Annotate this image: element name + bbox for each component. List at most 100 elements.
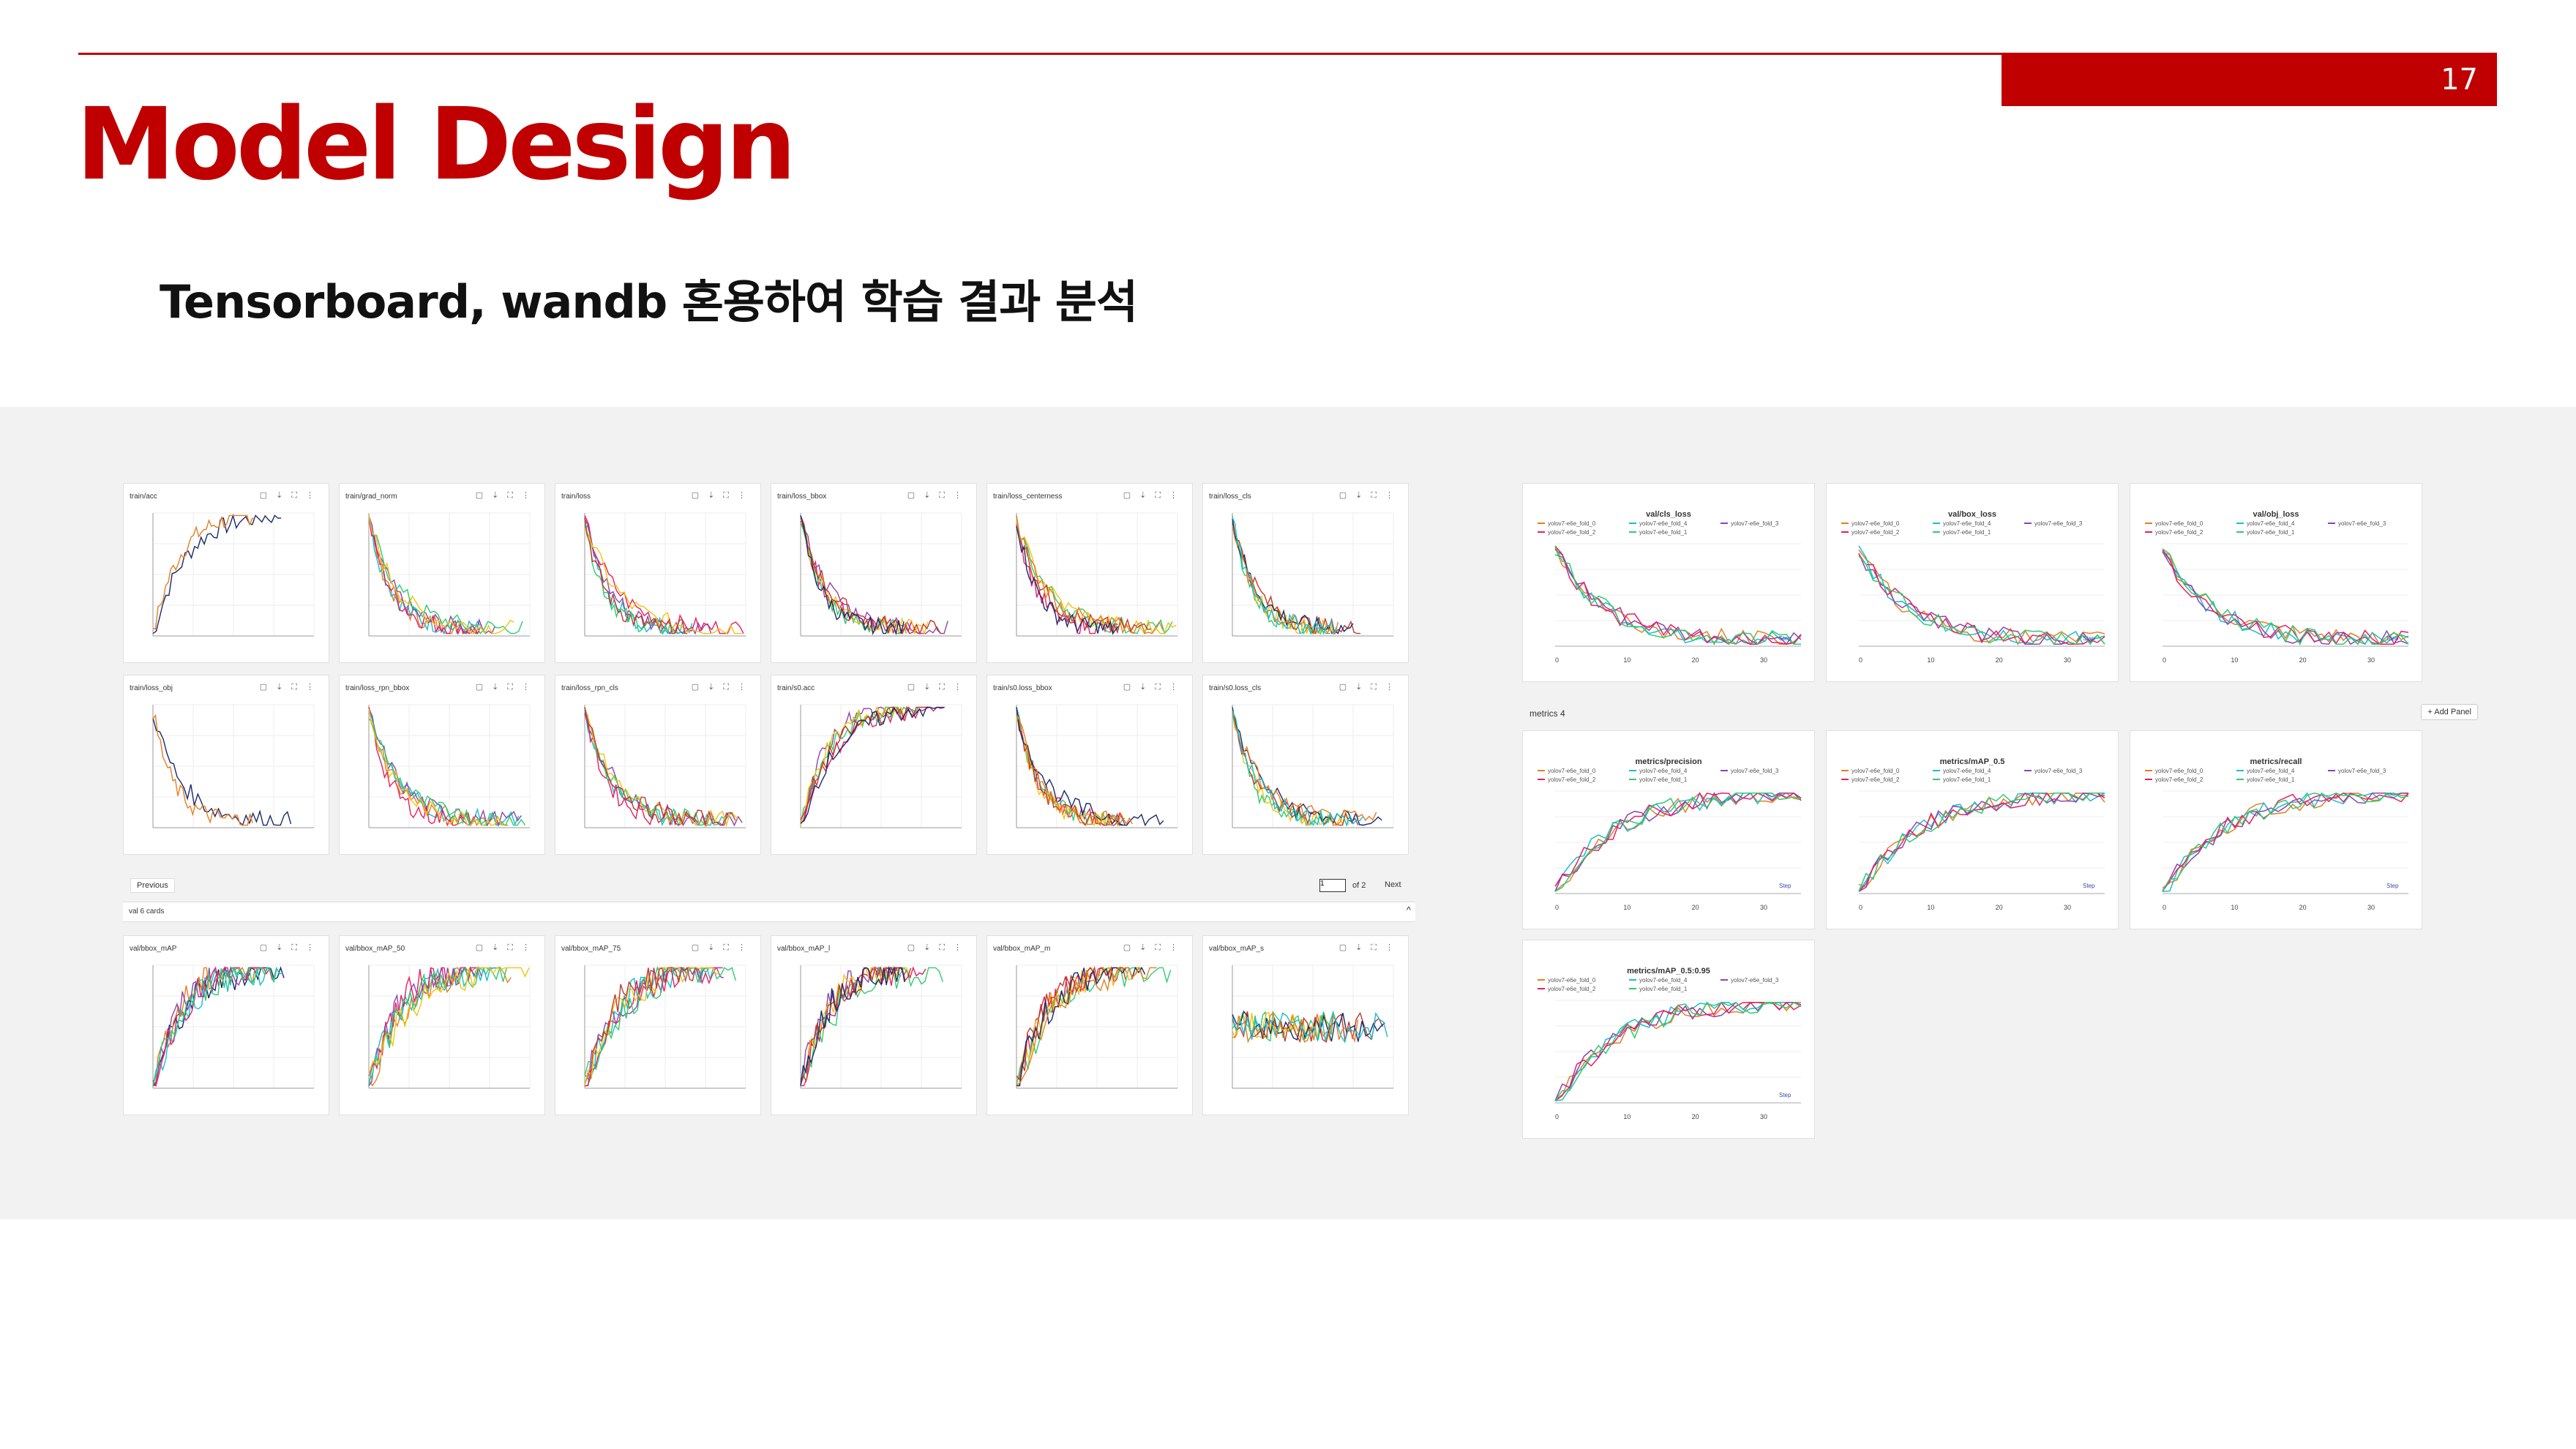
legend-label: yolov7-e6e_fold_0 bbox=[1852, 768, 1900, 774]
series-line bbox=[585, 966, 696, 1087]
legend-label: yolov7-e6e_fold_2 bbox=[1548, 529, 1596, 536]
tb-chart-title: train/loss_obj bbox=[130, 684, 173, 692]
card-toolbar-icons[interactable]: ▢⇣⛶⋮ bbox=[907, 683, 970, 692]
wandb-chart-card[interactable]: yolov7-e6e_fold_0 yolov7-e6e_fold_4 yolov7… bbox=[1826, 730, 2119, 929]
legend-label: yolov7-e6e_fold_3 bbox=[2034, 768, 2083, 774]
card-toolbar-icons[interactable]: ▢⇣⛶⋮ bbox=[907, 491, 970, 500]
page-input[interactable]: 1 bbox=[1319, 879, 1346, 892]
wandb-chart-title: val/box_loss bbox=[1947, 510, 1997, 519]
tb-chart-card[interactable]: train/loss_bbox ▢⇣⛶⋮ bbox=[771, 483, 977, 663]
series-line bbox=[368, 967, 476, 1077]
wandb-chart-card[interactable]: yolov7-e6e_fold_0 yolov7-e6e_fold_4 yolov7… bbox=[1522, 730, 1815, 929]
card-toolbar-icons[interactable]: ▢⇣⛶⋮ bbox=[691, 943, 755, 952]
tb-chart-card[interactable]: val/bbox_mAP_75 ▢⇣⛶⋮ bbox=[555, 935, 761, 1115]
wandb-chart-card[interactable]: yolov7-e6e_fold_0 yolov7-e6e_fold_4 yolov7… bbox=[2130, 483, 2422, 682]
card-toolbar-icons[interactable]: ▢⇣⛶⋮ bbox=[1338, 943, 1402, 952]
card-toolbar-icons[interactable]: ▢⇣⛶⋮ bbox=[1338, 683, 1402, 692]
card-toolbar-icons[interactable]: ▢⇣⛶⋮ bbox=[259, 683, 323, 692]
metrics-section-header[interactable]: metrics 4 + Add Panel bbox=[1530, 703, 2481, 724]
wandb-chart-title: metrics/mAP_0.5 bbox=[1939, 757, 2005, 766]
tb-chart-card[interactable]: train/s0.acc ▢⇣⛶⋮ bbox=[771, 675, 977, 855]
x-tick-label: 0 bbox=[1859, 904, 1862, 911]
card-toolbar-icons[interactable]: ▢⇣⛶⋮ bbox=[475, 683, 539, 692]
legend-label: yolov7-e6e_fold_2 bbox=[1548, 776, 1596, 783]
tensorboard-screenshot: train/acc ▢⇣⛶⋮ train/grad_norm ▢⇣⛶⋮ train/lo… bbox=[123, 483, 1415, 1120]
x-tick-label: 10 bbox=[2231, 904, 2238, 911]
tb-chart-title: val/bbox_mAP bbox=[130, 945, 177, 953]
tb-chart-plot bbox=[800, 704, 962, 828]
card-toolbar-icons[interactable]: ▢⇣⛶⋮ bbox=[259, 943, 323, 952]
tb-chart-card[interactable]: val/bbox_mAP_s ▢⇣⛶⋮ bbox=[1202, 935, 1409, 1115]
card-toolbar-icons[interactable]: ▢⇣⛶⋮ bbox=[475, 491, 539, 500]
series-line bbox=[800, 706, 945, 824]
series-line bbox=[1554, 545, 1801, 645]
tb-chart-card[interactable]: val/bbox_mAP_l ▢⇣⛶⋮ bbox=[771, 935, 977, 1115]
tb-chart-plot bbox=[584, 512, 746, 637]
x-tick-label: 0 bbox=[2163, 904, 2166, 911]
wandb-chart-card[interactable]: yolov7-e6e_fold_0 yolov7-e6e_fold_4 yolov7… bbox=[1522, 940, 1815, 1139]
tb-chart-card[interactable]: val/bbox_mAP_m ▢⇣⛶⋮ bbox=[986, 935, 1193, 1115]
slide-subtitle: Tensorboard, wandb 혼용하여 학습 결과 분석 bbox=[160, 275, 1138, 329]
tb-chart-card[interactable]: train/loss ▢⇣⛶⋮ bbox=[555, 483, 761, 663]
series-line bbox=[584, 517, 688, 634]
tb-chart-plot bbox=[1016, 512, 1178, 637]
next-button[interactable]: Next bbox=[1385, 880, 1401, 889]
series-line bbox=[1858, 792, 2105, 892]
metrics-section-label: metrics 4 bbox=[1530, 708, 1565, 719]
collapse-icon[interactable]: ^ bbox=[1406, 905, 1411, 916]
series-line bbox=[368, 708, 505, 826]
tb-chart-card[interactable]: train/loss_rpn_bbox ▢⇣⛶⋮ bbox=[339, 675, 545, 855]
series-line bbox=[1232, 525, 1338, 635]
tb-chart-card[interactable]: train/loss_cls ▢⇣⛶⋮ bbox=[1202, 483, 1409, 663]
x-tick-label: 30 bbox=[2064, 656, 2071, 664]
tb-chart-card[interactable]: val/bbox_mAP_50 ▢⇣⛶⋮ bbox=[339, 935, 545, 1115]
legend-label: yolov7-e6e_fold_1 bbox=[1943, 529, 1991, 536]
x-tick-label: 10 bbox=[1623, 656, 1630, 664]
legend-label: yolov7-e6e_fold_2 bbox=[2155, 529, 2204, 536]
legend-label: yolov7-e6e_fold_1 bbox=[1639, 776, 1688, 783]
legend-label: yolov7-e6e_fold_2 bbox=[1852, 776, 1900, 783]
tb-chart-title: train/loss_bbox bbox=[777, 493, 827, 501]
series-line bbox=[800, 515, 905, 636]
legend-label: yolov7-e6e_fold_0 bbox=[2155, 520, 2204, 527]
x-tick-label: 30 bbox=[1760, 1113, 1767, 1120]
card-toolbar-icons[interactable]: ▢⇣⛶⋮ bbox=[475, 943, 539, 952]
series-line bbox=[1016, 707, 1164, 827]
card-toolbar-icons[interactable]: ▢⇣⛶⋮ bbox=[1123, 683, 1186, 692]
series-line bbox=[800, 705, 907, 825]
series-line bbox=[584, 525, 684, 634]
tb-chart-card[interactable]: train/loss_rpn_cls ▢⇣⛶⋮ bbox=[555, 675, 761, 855]
card-toolbar-icons[interactable]: ▢⇣⛶⋮ bbox=[691, 491, 755, 500]
series-line bbox=[2162, 552, 2409, 645]
legend-label: yolov7-e6e_fold_2 bbox=[2155, 776, 2204, 783]
tb-chart-plot bbox=[1232, 965, 1394, 1089]
tb-chart-title: train/loss bbox=[561, 493, 591, 501]
tb-chart-plot bbox=[1232, 704, 1394, 828]
series-line bbox=[1858, 553, 2105, 645]
series-line bbox=[800, 523, 907, 634]
tb-chart-card[interactable]: train/s0.loss_cls ▢⇣⛶⋮ bbox=[1202, 675, 1409, 855]
tb-chart-card[interactable]: val/bbox_mAP ▢⇣⛶⋮ bbox=[123, 935, 329, 1115]
card-toolbar-icons[interactable]: ▢⇣⛶⋮ bbox=[1338, 491, 1402, 500]
add-panel-button[interactable]: + Add Panel bbox=[2421, 704, 2478, 720]
val-group-header[interactable]: val 6 cards ^ bbox=[123, 902, 1415, 922]
tb-chart-plot bbox=[1016, 965, 1178, 1089]
series-line bbox=[2162, 549, 2409, 645]
card-toolbar-icons[interactable]: ▢⇣⛶⋮ bbox=[691, 683, 755, 692]
series-line bbox=[1554, 1001, 1801, 1101]
wandb-chart-card[interactable]: yolov7-e6e_fold_0 yolov7-e6e_fold_4 yolov7… bbox=[1522, 483, 1815, 682]
card-toolbar-icons[interactable]: ▢⇣⛶⋮ bbox=[907, 943, 970, 952]
card-toolbar-icons[interactable]: ▢⇣⛶⋮ bbox=[1123, 491, 1186, 500]
tb-chart-card[interactable]: train/loss_obj ▢⇣⛶⋮ bbox=[123, 675, 329, 855]
tb-chart-card[interactable]: train/grad_norm ▢⇣⛶⋮ bbox=[339, 483, 545, 663]
card-toolbar-icons[interactable]: ▢⇣⛶⋮ bbox=[259, 491, 323, 500]
card-toolbar-icons[interactable]: ▢⇣⛶⋮ bbox=[1123, 943, 1186, 952]
tb-chart-card[interactable]: train/loss_centerness ▢⇣⛶⋮ bbox=[986, 483, 1193, 663]
series-line bbox=[2162, 548, 2409, 646]
tb-chart-card[interactable]: train/s0.loss_bbox ▢⇣⛶⋮ bbox=[986, 675, 1193, 855]
wandb-chart-card[interactable]: yolov7-e6e_fold_0 yolov7-e6e_fold_4 yolov7… bbox=[2130, 730, 2422, 929]
wandb-chart-card[interactable]: yolov7-e6e_fold_0 yolov7-e6e_fold_4 yolov7… bbox=[1826, 483, 2119, 682]
tb-chart-card[interactable]: train/acc ▢⇣⛶⋮ bbox=[123, 483, 329, 663]
wandb-chart-plot: yolov7-e6e_fold_0 yolov7-e6e_fold_4 yolov7… bbox=[1538, 520, 1802, 664]
previous-button[interactable]: Previous bbox=[130, 878, 175, 893]
